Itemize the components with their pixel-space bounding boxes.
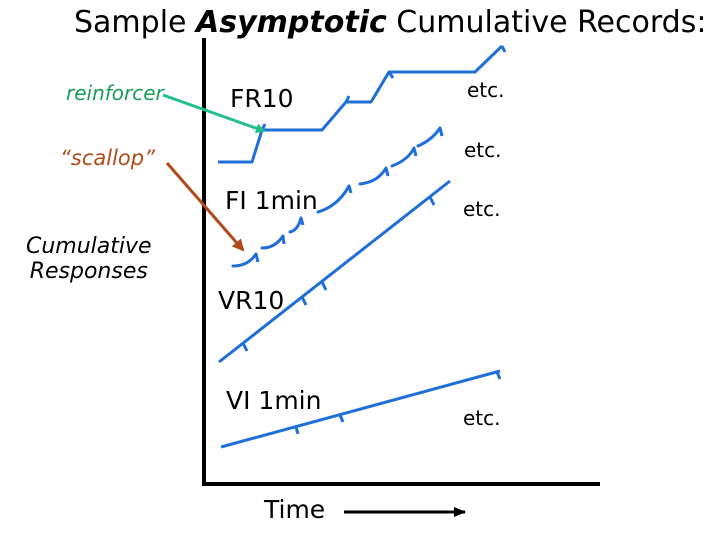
fi1min-record-line <box>231 126 442 268</box>
vr10-reinforcer-marks <box>241 196 436 352</box>
fr10-label: FR10 <box>230 84 294 113</box>
scallop-arrow <box>165 162 245 252</box>
x-axis-label: Time <box>264 495 326 524</box>
scallop-label: “scallop” <box>60 146 155 170</box>
fi1min-reinforcer-marks <box>254 127 444 263</box>
fi1min-etc-label: etc. <box>464 138 502 162</box>
reinforcer-arrow <box>162 93 266 134</box>
y-axis-label-line2: Responses <box>29 259 148 285</box>
vr10-record-line <box>218 179 451 364</box>
slide-title: Sample Asymptotic Cumulative Records: <box>74 8 706 38</box>
vi1min-record-line <box>220 369 501 449</box>
vi1min-etc-label: etc. <box>463 406 501 430</box>
fi1min-label: FI 1min <box>225 186 318 215</box>
title-prefix: Sample <box>74 5 197 40</box>
y-axis-label: Cumulative Responses <box>26 234 152 285</box>
reinforcer-label: reinforcer <box>66 81 164 105</box>
vi1min-reinforcer-marks <box>294 371 502 435</box>
title-suffix: Cumulative Records: <box>386 5 707 40</box>
vi1min-label: VI 1min <box>226 386 322 415</box>
fr10-etc-label: etc. <box>467 78 505 102</box>
vr10-label: VR10 <box>218 286 285 315</box>
title-emphasis: Asymptotic <box>196 5 387 40</box>
vr10-etc-label: etc. <box>463 197 501 221</box>
y-axis-label-line1: Cumulative <box>26 234 152 259</box>
